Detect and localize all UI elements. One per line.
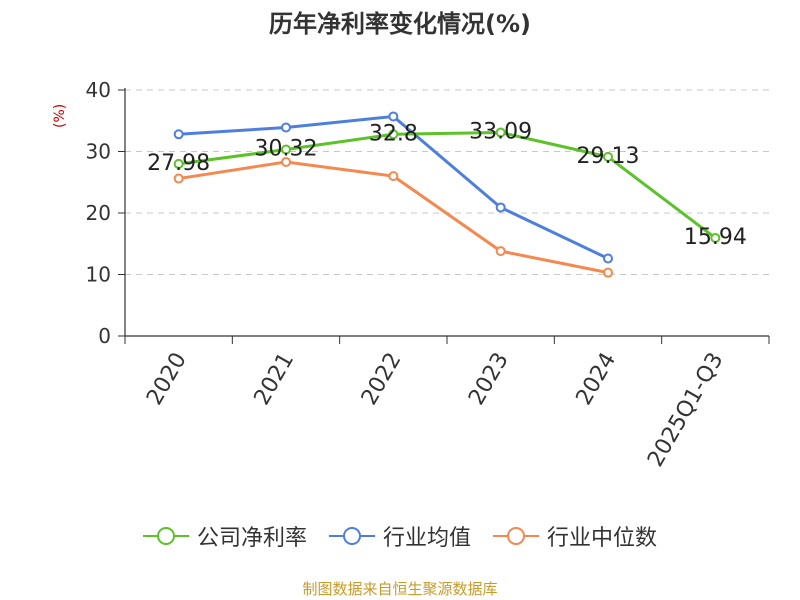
data-point[interactable] <box>173 173 184 184</box>
data-point[interactable] <box>603 267 613 278</box>
x-tick-label: 2024 <box>572 349 622 410</box>
legend-item-industry-mean[interactable]: 行业均值 <box>328 520 471 552</box>
data-point[interactable] <box>173 129 184 140</box>
legend-label-industry-mean: 行业均值 <box>382 526 471 551</box>
legend-item-industry-median[interactable]: 行业中位数 <box>493 520 657 552</box>
chart-title: 历年净利率变化情况(%) <box>269 10 531 38</box>
data-point[interactable] <box>495 127 506 138</box>
legend-symbol-industry-median <box>493 527 539 545</box>
legend-label-company: 公司净利率 <box>196 526 307 551</box>
data-point[interactable] <box>495 246 506 257</box>
y-tick-label: 30 <box>86 140 111 164</box>
data-point[interactable] <box>281 122 291 133</box>
data-label: 30.32 <box>255 137 318 162</box>
data-label: 15.94 <box>684 225 747 250</box>
y-tick-label: 40 <box>86 78 111 102</box>
x-tick-label: 2023 <box>464 348 514 409</box>
data-point[interactable] <box>603 253 613 264</box>
data-label: 32.8 <box>369 121 418 146</box>
data-point[interactable] <box>281 156 291 167</box>
y-tick-label: 0 <box>98 324 111 348</box>
y-tick-label: 20 <box>86 201 111 225</box>
data-point[interactable] <box>495 202 506 213</box>
x-tick-label: 2022 <box>357 349 407 410</box>
data-label: 29.13 <box>577 144 640 169</box>
data-point[interactable] <box>388 129 399 140</box>
series-line <box>178 130 717 240</box>
data-label: 27.98 <box>147 151 210 176</box>
legend-symbol-company <box>142 527 189 545</box>
data-label: 33.09 <box>469 119 532 144</box>
x-tick-label: 2020 <box>142 349 192 410</box>
data-point[interactable] <box>603 151 613 162</box>
legend-item-company[interactable]: 公司净利率 <box>142 520 307 552</box>
data-point[interactable] <box>281 144 291 155</box>
legend-symbol-industry-mean <box>328 527 375 545</box>
x-tick-label: 2025Q1-Q3 <box>643 349 728 472</box>
source-note: 制图数据来自恒生聚源数据库 <box>302 580 498 598</box>
data-point[interactable] <box>388 111 399 122</box>
legend: 公司净利率 行业均值 行业中位数 <box>0 520 800 552</box>
data-point[interactable] <box>388 171 399 182</box>
legend-label-industry-median: 行业中位数 <box>547 526 658 551</box>
data-point[interactable] <box>710 232 721 243</box>
x-tick-label: 2021 <box>250 349 300 410</box>
data-point[interactable] <box>173 158 184 169</box>
y-tick-label: 10 <box>86 263 111 287</box>
